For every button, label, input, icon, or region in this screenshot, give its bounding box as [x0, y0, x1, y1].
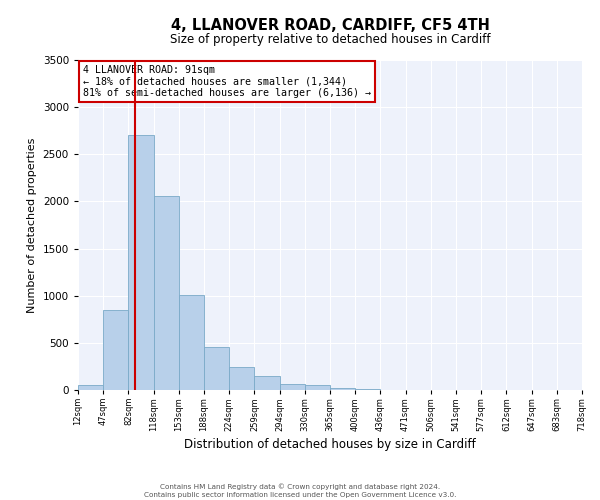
- Bar: [254, 376, 280, 390]
- Bar: [280, 384, 305, 390]
- X-axis label: Distribution of detached houses by size in Cardiff: Distribution of detached houses by size …: [184, 438, 476, 451]
- Bar: [305, 386, 330, 390]
- Bar: [154, 196, 179, 390]
- Bar: [179, 295, 204, 390]
- Bar: [330, 388, 355, 390]
- Text: 4, LLANOVER ROAD, CARDIFF, CF5 4TH: 4, LLANOVER ROAD, CARDIFF, CF5 4TH: [170, 18, 490, 32]
- Bar: [103, 310, 128, 390]
- Bar: [128, 136, 154, 390]
- Y-axis label: Number of detached properties: Number of detached properties: [27, 138, 37, 312]
- Text: Size of property relative to detached houses in Cardiff: Size of property relative to detached ho…: [170, 32, 490, 46]
- Bar: [78, 386, 103, 390]
- Text: Contains HM Land Registry data © Crown copyright and database right 2024.
Contai: Contains HM Land Registry data © Crown c…: [144, 484, 456, 498]
- Bar: [229, 368, 254, 390]
- Bar: [204, 346, 229, 390]
- Text: 4 LLANOVER ROAD: 91sqm
← 18% of detached houses are smaller (1,344)
81% of semi-: 4 LLANOVER ROAD: 91sqm ← 18% of detached…: [83, 65, 371, 98]
- Bar: [355, 388, 380, 390]
